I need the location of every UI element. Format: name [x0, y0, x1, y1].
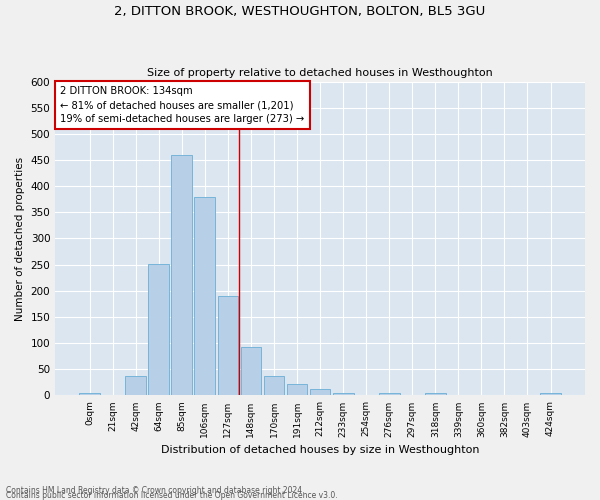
- Bar: [194, 196, 215, 396]
- Text: Contains HM Land Registry data © Crown copyright and database right 2024.: Contains HM Land Registry data © Crown c…: [6, 486, 305, 495]
- Bar: [125, 376, 146, 396]
- Bar: [540, 394, 561, 396]
- Title: Size of property relative to detached houses in Westhoughton: Size of property relative to detached ho…: [147, 68, 493, 78]
- Text: 2, DITTON BROOK, WESTHOUGHTON, BOLTON, BL5 3GU: 2, DITTON BROOK, WESTHOUGHTON, BOLTON, B…: [115, 5, 485, 18]
- Bar: [241, 348, 262, 396]
- Bar: [172, 155, 192, 396]
- Bar: [425, 393, 446, 396]
- Bar: [310, 389, 331, 396]
- Y-axis label: Number of detached properties: Number of detached properties: [15, 156, 25, 320]
- Bar: [148, 264, 169, 396]
- Bar: [333, 393, 353, 396]
- Bar: [79, 393, 100, 396]
- Bar: [379, 393, 400, 396]
- Bar: [263, 376, 284, 396]
- Text: 2 DITTON BROOK: 134sqm
← 81% of detached houses are smaller (1,201)
19% of semi-: 2 DITTON BROOK: 134sqm ← 81% of detached…: [61, 86, 305, 124]
- Text: Contains public sector information licensed under the Open Government Licence v3: Contains public sector information licen…: [6, 490, 338, 500]
- X-axis label: Distribution of detached houses by size in Westhoughton: Distribution of detached houses by size …: [161, 445, 479, 455]
- Bar: [287, 384, 307, 396]
- Bar: [218, 296, 238, 396]
